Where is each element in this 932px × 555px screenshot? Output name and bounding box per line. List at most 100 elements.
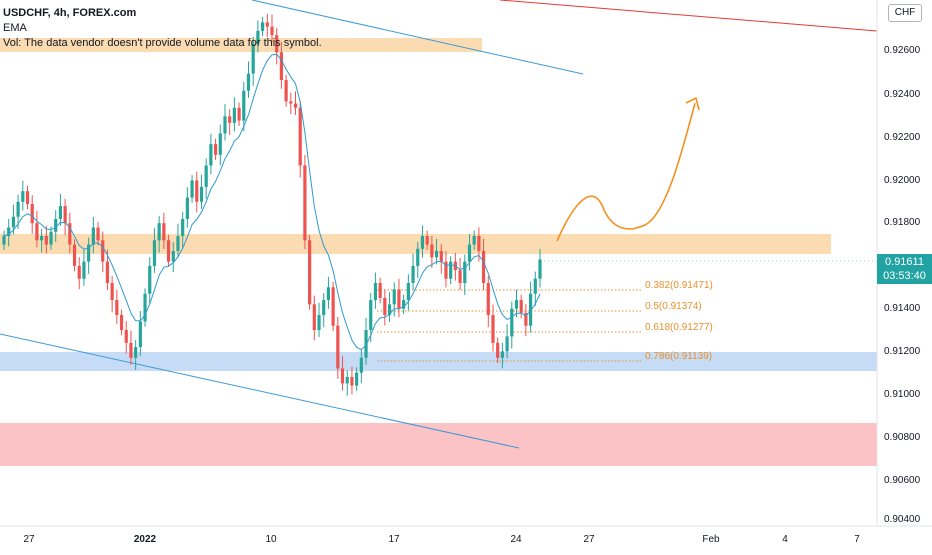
candle-body (242, 90, 246, 121)
candle-body (213, 144, 218, 155)
candle-body (260, 22, 265, 31)
candle-body (58, 206, 63, 219)
projection-path[interactable] (556, 102, 696, 242)
candle-body (119, 315, 124, 330)
candle-body (402, 300, 406, 309)
candle-body (505, 336, 509, 352)
candle-body (345, 377, 349, 384)
candle-body (223, 116, 227, 134)
symbol-title[interactable]: USDCHF, 4h, FOREX.com (3, 7, 137, 19)
price-tick-3: 0.92000 (884, 175, 921, 186)
candle-body (232, 107, 236, 123)
volume-note: Vol: The data vendor doesn't provide vol… (3, 37, 322, 49)
candle-body (40, 236, 44, 241)
candle-body (397, 289, 401, 309)
candle-body (364, 330, 368, 358)
time-tick-7: 4 (782, 534, 788, 545)
candle-body (519, 300, 523, 313)
candle-body (96, 227, 100, 241)
candle-body (54, 218, 58, 232)
candle-body (138, 321, 142, 348)
candle-body (35, 223, 39, 241)
candle-body (16, 201, 20, 217)
candle-body (166, 240, 171, 262)
candle-body (157, 223, 161, 241)
candle-body (420, 236, 425, 249)
price-axis-ticks: 0.92600 0.92400 0.92200 0.92000 0.91800 … (884, 45, 921, 525)
candle-body (204, 165, 208, 187)
candle-body (251, 43, 255, 74)
fib-label-05: 0.5(0.91374) (645, 301, 702, 312)
candle-body (176, 236, 180, 251)
candle-body (378, 283, 382, 298)
candle-body (237, 107, 241, 121)
candle-body (289, 101, 293, 104)
price-tick-2: 0.92200 (884, 132, 921, 143)
resistance-zone (0, 234, 831, 254)
candle-body (355, 372, 359, 386)
candle-body (101, 240, 105, 262)
time-tick-4: 24 (510, 534, 522, 545)
candle-body (528, 293, 533, 326)
current-price-label: 0.91611 03:53:40 (877, 254, 932, 284)
candle-body (129, 342, 133, 358)
candle-body (430, 244, 434, 258)
candle-body (284, 80, 288, 102)
candle-body (425, 236, 429, 245)
candle-body (181, 218, 185, 236)
candle-body (246, 73, 251, 91)
ema-indicator-label[interactable]: EMA (3, 22, 27, 34)
candle-body (524, 312, 528, 326)
price-tick-7: 0.91000 (884, 389, 921, 400)
candle-body (2, 236, 6, 245)
time-axis-ticks: 27 2022 10 17 24 27 Feb 4 7 (23, 534, 860, 545)
candle-body (331, 287, 335, 326)
candle-body (190, 180, 194, 198)
candle-body (110, 283, 114, 301)
upper-trendline[interactable] (251, 0, 584, 75)
candle-body (49, 231, 53, 245)
time-tick-5: 27 (583, 534, 595, 545)
candle-body (256, 30, 260, 44)
candle-body (218, 133, 222, 155)
candle-body (72, 244, 77, 266)
candle-body (44, 236, 48, 245)
candles (2, 13, 542, 396)
fib-label-0382: 0.382(0.91471) (645, 280, 713, 291)
candle-body (491, 315, 495, 343)
price-tick-4: 0.91800 (884, 217, 921, 228)
candle-body (416, 248, 420, 266)
candle-body (171, 250, 175, 262)
candle-body (467, 244, 472, 262)
candle-body (322, 300, 326, 316)
candle-body (77, 265, 81, 279)
ema-line (3, 53, 541, 351)
candle-body (411, 265, 415, 283)
candle-body (486, 283, 490, 316)
candle-body (336, 325, 340, 369)
candle-body (279, 52, 284, 81)
candle-body (185, 197, 189, 219)
candle-body (298, 107, 302, 166)
candle-body (434, 250, 439, 258)
price-tick-1: 0.92400 (884, 89, 921, 100)
candle-body (199, 186, 204, 202)
candle-body (510, 308, 514, 337)
currency-badge[interactable]: CHF (888, 4, 922, 22)
lower-trendline[interactable] (0, 333, 520, 449)
candle-body (143, 293, 147, 322)
candle-body (209, 144, 213, 166)
price-tick-0: 0.92600 (884, 45, 921, 56)
candle-body (134, 347, 138, 358)
price-tick-8: 0.90800 (884, 432, 921, 443)
candle-body (105, 261, 110, 283)
candle-body (439, 250, 443, 262)
resistance-line[interactable] (499, 0, 878, 32)
supply-zone-top (0, 38, 482, 52)
candle-body (7, 227, 11, 236)
candle-body (195, 180, 199, 202)
candle-body (303, 165, 307, 241)
candle-body (21, 191, 25, 202)
